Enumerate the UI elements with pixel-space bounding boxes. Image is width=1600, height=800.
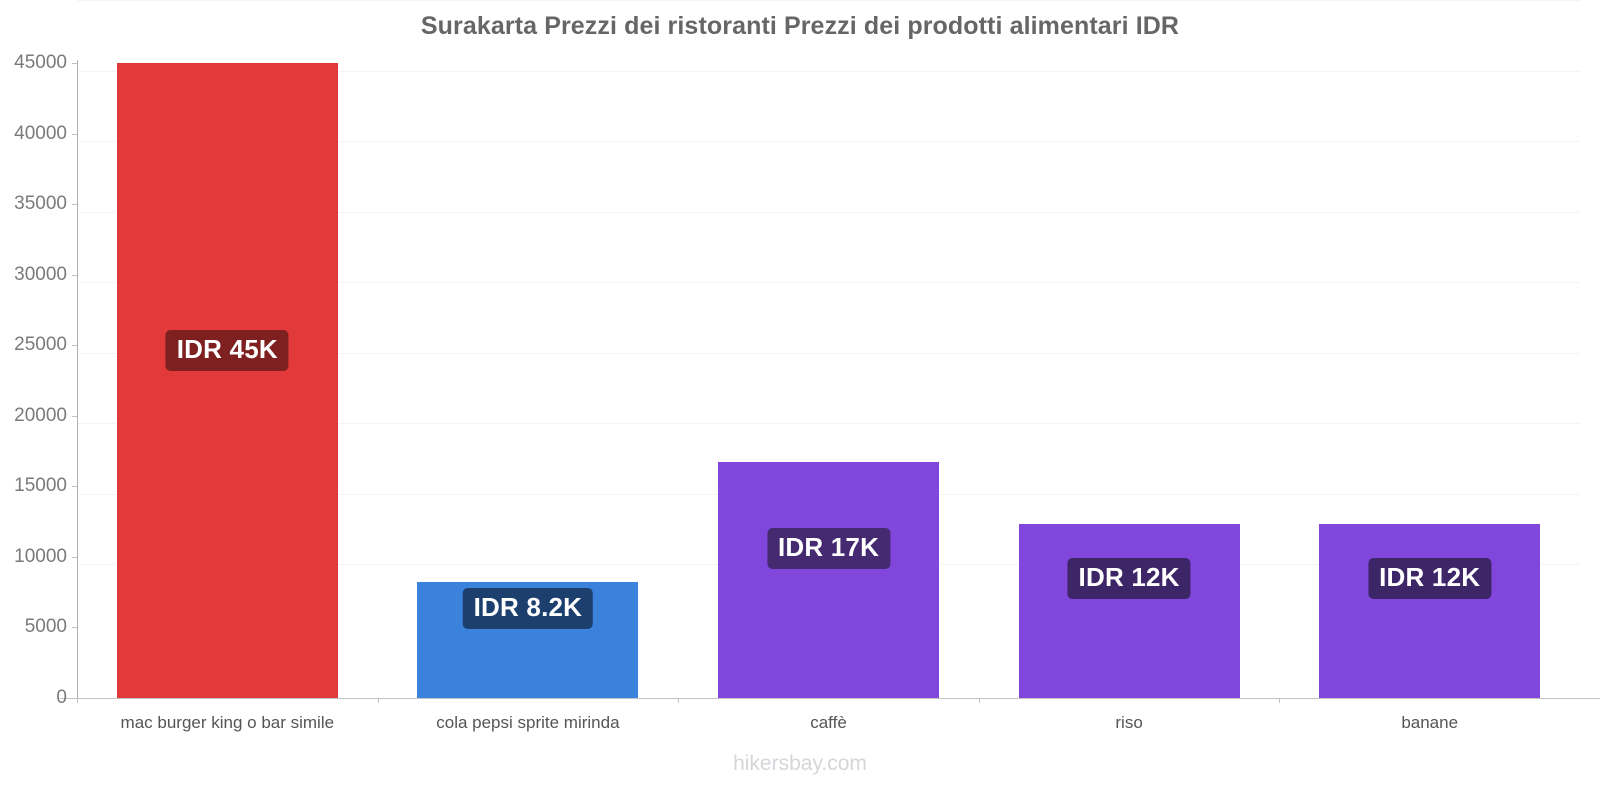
- y-axis-tick-label: 20000: [14, 404, 67, 426]
- bar[interactable]: [1018, 524, 1240, 698]
- bar[interactable]: [116, 63, 338, 698]
- gridline: [77, 0, 1580, 1]
- gridline: [77, 141, 1580, 143]
- chart-title: Surakarta Prezzi dei ristoranti Prezzi d…: [420, 12, 1180, 40]
- bar-value-label: IDR 17K: [766, 528, 891, 570]
- y-axis-tick-mark: [72, 415, 77, 417]
- y-axis-tick-label: 35000: [14, 193, 67, 215]
- gridline: [77, 282, 1580, 284]
- bar-value-label: IDR 45K: [165, 330, 289, 372]
- gridline: [77, 423, 1580, 425]
- y-axis-tick-label: 15000: [14, 475, 67, 497]
- y-axis-tick-mark: [72, 698, 77, 699]
- bar[interactable]: [1319, 524, 1541, 698]
- y-axis-tick-mark: [72, 204, 77, 206]
- x-axis-line: [60, 698, 1600, 699]
- x-axis-category-label: riso: [1115, 713, 1143, 732]
- y-axis-tick-mark: [72, 133, 77, 135]
- x-axis-tick-mark: [77, 698, 78, 703]
- gridline: [77, 211, 1580, 213]
- y-axis-tick-label: 25000: [14, 334, 67, 356]
- y-axis-tick-label: 10000: [14, 545, 67, 567]
- y-axis-line: [77, 60, 78, 701]
- bar[interactable]: [718, 462, 939, 698]
- plot-area: [77, 63, 1580, 698]
- y-axis-tick-label: 30000: [14, 263, 67, 285]
- y-axis-tick-label: 40000: [14, 122, 67, 144]
- x-axis-tick-mark: [1279, 698, 1281, 703]
- y-axis-tick-label: 0: [56, 687, 67, 708]
- y-axis-tick-mark: [72, 63, 77, 64]
- x-axis-tick-mark: [978, 698, 980, 703]
- watermark-label: hikersbay.com: [733, 752, 867, 775]
- x-axis-tick-mark: [377, 698, 379, 703]
- bar-value-label: IDR 8.2K: [462, 588, 594, 630]
- gridline: [77, 70, 1580, 72]
- x-axis-category-label: banane: [1401, 713, 1459, 732]
- x-axis-category-label: caffè: [810, 713, 847, 732]
- x-axis-category-label: mac burger king o bar simile: [120, 713, 335, 732]
- y-axis-tick-mark: [72, 345, 77, 347]
- y-axis-tick-mark: [72, 486, 77, 488]
- y-axis-tick-label: 5000: [24, 616, 67, 638]
- gridline: [77, 352, 1580, 354]
- y-axis-tick-mark: [72, 556, 77, 558]
- x-axis-tick-mark: [678, 698, 680, 703]
- bar-value-label: IDR 12K: [1368, 558, 1492, 600]
- bar-value-label: IDR 12K: [1067, 558, 1191, 600]
- y-axis-tick-label: 45000: [14, 52, 67, 73]
- x-axis-category-label: cola pepsi sprite mirinda: [436, 713, 620, 732]
- y-axis-tick-mark: [72, 627, 77, 629]
- y-axis-tick-mark: [72, 274, 77, 276]
